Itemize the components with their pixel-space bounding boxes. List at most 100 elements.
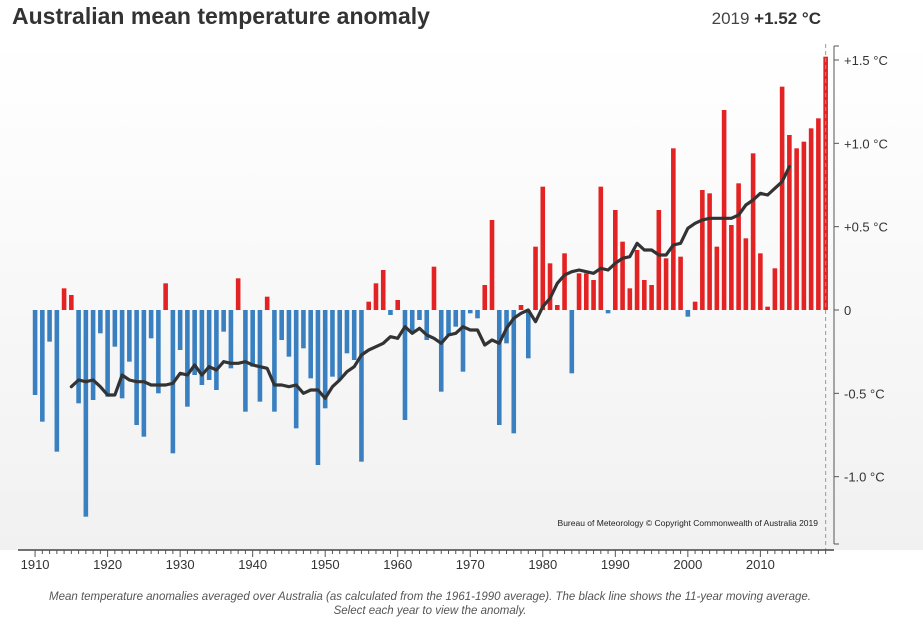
- bar-2010[interactable]: [758, 253, 763, 310]
- bar-2001[interactable]: [692, 301, 698, 310]
- bar-1997[interactable]: [663, 258, 669, 310]
- bar-1914[interactable]: [61, 288, 67, 310]
- bar-1932[interactable]: [192, 310, 197, 375]
- bar-1942[interactable]: [264, 296, 270, 310]
- bar-1923[interactable]: [127, 310, 132, 362]
- bar-1938[interactable]: [235, 278, 241, 310]
- bar-1971[interactable]: [475, 310, 480, 319]
- bar-1977[interactable]: [518, 305, 524, 310]
- bar-1921[interactable]: [112, 310, 118, 347]
- bar-1924[interactable]: [134, 310, 139, 425]
- bar-1957[interactable]: [373, 283, 379, 310]
- bar-1918[interactable]: [90, 310, 96, 400]
- bar-2006[interactable]: [729, 225, 734, 310]
- bar-2011[interactable]: [765, 306, 770, 310]
- bar-1926[interactable]: [148, 310, 154, 339]
- bar-1930[interactable]: [177, 310, 183, 350]
- bar-1968[interactable]: [453, 310, 459, 327]
- bar-1988[interactable]: [598, 186, 604, 310]
- bar-2000[interactable]: [685, 310, 691, 317]
- bar-1927[interactable]: [156, 310, 161, 394]
- bar-1963[interactable]: [417, 310, 422, 320]
- bar-1960[interactable]: [395, 300, 401, 310]
- bar-1917[interactable]: [83, 310, 89, 517]
- bar-1944[interactable]: [279, 310, 284, 340]
- bar-2014[interactable]: [787, 135, 792, 310]
- bar-1984[interactable]: [569, 310, 575, 374]
- bar-1978[interactable]: [525, 310, 531, 359]
- bar-2004[interactable]: [714, 246, 720, 310]
- bar-2002[interactable]: [700, 190, 705, 310]
- bar-1916[interactable]: [76, 310, 81, 404]
- bar-1973[interactable]: [489, 220, 495, 310]
- bar-1912[interactable]: [47, 310, 52, 342]
- bar-2013[interactable]: [779, 86, 785, 310]
- bar-1913[interactable]: [54, 310, 60, 452]
- bar-1919[interactable]: [98, 310, 103, 334]
- bar-1925[interactable]: [141, 310, 147, 437]
- bar-1958[interactable]: [380, 270, 386, 310]
- bar-1959[interactable]: [388, 310, 393, 315]
- bar-2017[interactable]: [808, 128, 814, 310]
- bar-1911[interactable]: [40, 310, 45, 422]
- bar-1949[interactable]: [315, 310, 321, 465]
- bar-1951[interactable]: [330, 310, 335, 377]
- bar-1954[interactable]: [351, 310, 357, 360]
- bar-1935[interactable]: [214, 310, 219, 390]
- bar-1920[interactable]: [105, 310, 110, 397]
- bar-1981[interactable]: [547, 263, 553, 310]
- bar-1987[interactable]: [591, 280, 596, 310]
- bar-1998[interactable]: [671, 148, 676, 310]
- bar-1966[interactable]: [438, 310, 444, 392]
- bar-1936[interactable]: [221, 310, 226, 332]
- bar-1928[interactable]: [163, 283, 168, 310]
- bar-2012[interactable]: [772, 268, 778, 310]
- bar-1990[interactable]: [613, 210, 618, 310]
- bar-2005[interactable]: [721, 110, 727, 310]
- bar-1915[interactable]: [69, 295, 74, 310]
- bar-1945[interactable]: [286, 310, 292, 357]
- bar-1989[interactable]: [605, 310, 611, 314]
- bar-1995[interactable]: [649, 285, 654, 310]
- bar-1931[interactable]: [185, 310, 190, 407]
- bar-1910[interactable]: [32, 310, 38, 395]
- bar-2003[interactable]: [707, 193, 712, 310]
- bar-1992[interactable]: [627, 288, 633, 310]
- bar-1962[interactable]: [409, 310, 415, 332]
- bar-1983[interactable]: [562, 253, 567, 310]
- bar-1948[interactable]: [308, 310, 313, 379]
- bar-1922[interactable]: [119, 310, 125, 399]
- bar-1999[interactable]: [678, 256, 683, 310]
- bar-1941[interactable]: [257, 310, 263, 402]
- bar-1965[interactable]: [431, 266, 437, 310]
- bar-1934[interactable]: [206, 310, 212, 380]
- bar-1950[interactable]: [322, 310, 328, 409]
- bar-1955[interactable]: [359, 310, 364, 462]
- bar-2008[interactable]: [743, 238, 749, 310]
- bar-2016[interactable]: [801, 141, 807, 310]
- bar-1996[interactable]: [656, 210, 662, 310]
- bar-1985[interactable]: [576, 273, 582, 310]
- bar-1956[interactable]: [366, 301, 372, 310]
- bar-1994[interactable]: [642, 280, 647, 310]
- bar-1933[interactable]: [199, 310, 205, 385]
- bar-2019[interactable]: [823, 56, 828, 310]
- bar-1970[interactable]: [467, 310, 473, 314]
- bar-1991[interactable]: [620, 241, 625, 310]
- bar-1974[interactable]: [496, 310, 502, 425]
- bar-1969[interactable]: [460, 310, 466, 372]
- bar-1952[interactable]: [337, 310, 342, 380]
- bar-1972[interactable]: [482, 285, 488, 310]
- bar-1947[interactable]: [301, 310, 306, 349]
- bar-1964[interactable]: [424, 310, 430, 340]
- bar-1986[interactable]: [584, 273, 589, 310]
- bar-2015[interactable]: [794, 148, 799, 310]
- bar-1980[interactable]: [540, 186, 546, 310]
- bar-1982[interactable]: [554, 305, 560, 310]
- bar-2009[interactable]: [750, 153, 756, 310]
- bar-1937[interactable]: [228, 310, 234, 369]
- bar-1953[interactable]: [344, 310, 350, 354]
- bar-1979[interactable]: [533, 246, 538, 310]
- bar-1967[interactable]: [446, 310, 451, 335]
- bar-1943[interactable]: [272, 310, 277, 412]
